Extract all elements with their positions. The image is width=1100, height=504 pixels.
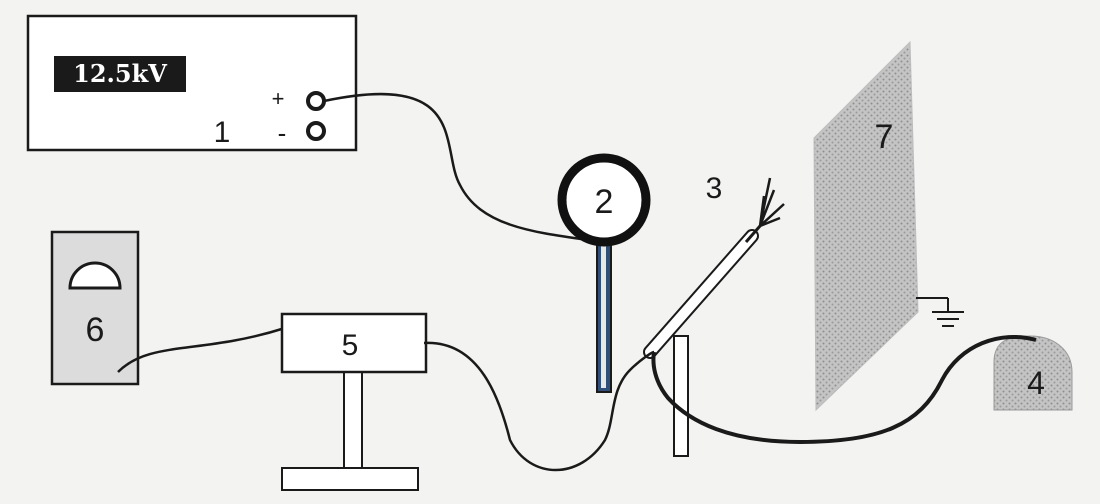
ring-stem-highlight	[601, 246, 606, 388]
spray-jets	[758, 177, 785, 228]
gauge-icon	[68, 261, 122, 290]
pump-body	[993, 335, 1073, 411]
high-voltage-wire	[323, 92, 589, 242]
needle-label: 3	[706, 172, 723, 205]
power-supply-number: 1	[214, 116, 231, 149]
collector-surface	[813, 40, 919, 412]
negative-terminal	[306, 121, 326, 141]
needle-stand	[673, 335, 689, 457]
amplifier: 5	[280, 312, 428, 491]
meter-label: 6	[86, 311, 105, 349]
ring-label: 2	[595, 183, 614, 221]
meter-body	[50, 230, 140, 386]
pump-tube	[651, 334, 1037, 445]
signal-wire	[423, 341, 655, 472]
ring-electrode: 2	[557, 153, 651, 393]
meter: 6	[50, 230, 140, 386]
amplifier-label: 5	[342, 329, 359, 362]
meter-wire	[117, 326, 286, 373]
syringe-body	[645, 231, 757, 357]
negative-sign: -	[278, 118, 287, 148]
voltage-display	[54, 56, 186, 92]
needle-assembly: 3	[643, 172, 785, 457]
needle-tip	[744, 225, 762, 243]
positive-terminal	[306, 91, 326, 111]
collector-plate: 7	[813, 40, 919, 412]
amplifier-body	[280, 312, 428, 374]
collector-label: 7	[875, 118, 894, 156]
pump-label: 4	[1027, 365, 1045, 401]
ground-icon	[916, 297, 964, 327]
amplifier-base	[281, 467, 419, 491]
pump: 4	[993, 335, 1073, 411]
power-supply: 12.5kV 1 + -	[26, 14, 358, 152]
positive-sign: +	[272, 86, 285, 111]
ring	[557, 153, 651, 247]
voltage-readout: 12.5kV	[73, 59, 167, 88]
amplifier-post	[343, 371, 363, 471]
